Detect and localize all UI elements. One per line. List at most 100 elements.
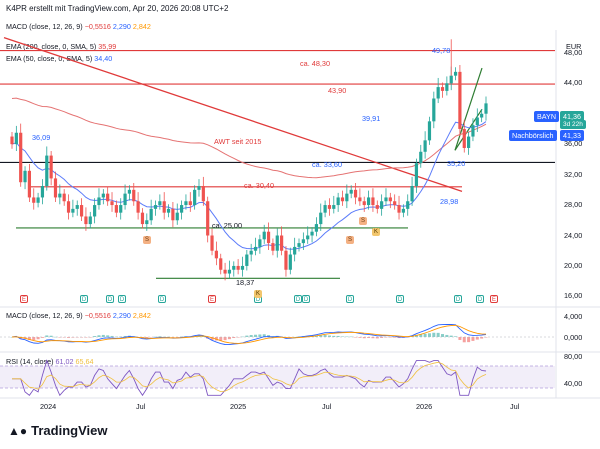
ema200-legend[interactable]: EMA (200, close, 0, SMA, 5) 35,99 bbox=[6, 42, 117, 51]
candle-body[interactable] bbox=[127, 189, 132, 194]
dividend-marker[interactable]: D bbox=[302, 295, 310, 303]
candle-body[interactable] bbox=[467, 136, 471, 148]
split-marker[interactable]: S bbox=[346, 236, 354, 244]
candle-body[interactable] bbox=[106, 193, 110, 202]
candle-body[interactable] bbox=[40, 186, 45, 198]
candle-body[interactable] bbox=[79, 205, 84, 217]
dividend-marker[interactable]: D bbox=[118, 295, 126, 303]
candle-body[interactable] bbox=[319, 212, 323, 225]
candle-body[interactable] bbox=[110, 201, 114, 206]
dividend-marker[interactable]: D bbox=[106, 295, 114, 303]
candle-body[interactable] bbox=[262, 231, 266, 240]
candle-body[interactable] bbox=[132, 189, 136, 202]
candle-body[interactable] bbox=[345, 193, 349, 202]
earnings-marker[interactable]: E bbox=[490, 295, 498, 303]
candle-body[interactable] bbox=[340, 197, 345, 202]
candle-body[interactable] bbox=[145, 220, 149, 225]
candle-body[interactable] bbox=[66, 201, 71, 213]
candle-body[interactable] bbox=[223, 269, 227, 274]
candle-body[interactable] bbox=[480, 113, 484, 118]
candle-body[interactable] bbox=[184, 201, 188, 206]
candle-body[interactable] bbox=[475, 117, 479, 126]
candle-body[interactable] bbox=[232, 265, 236, 270]
candle-body[interactable] bbox=[471, 125, 475, 137]
candle-body[interactable] bbox=[284, 250, 288, 270]
candle-body[interactable] bbox=[301, 239, 305, 244]
candle-body[interactable] bbox=[58, 193, 62, 198]
candle-body[interactable] bbox=[458, 71, 462, 129]
dividend-marker[interactable]: D bbox=[80, 295, 88, 303]
candle-body[interactable] bbox=[388, 197, 392, 202]
candle-body[interactable] bbox=[327, 205, 332, 209]
candle-body[interactable] bbox=[240, 265, 245, 270]
split-marker[interactable]: S bbox=[359, 217, 367, 225]
candle-body[interactable] bbox=[432, 98, 436, 122]
candle-body[interactable] bbox=[149, 208, 153, 221]
candle-body[interactable] bbox=[136, 201, 140, 213]
candle-body[interactable] bbox=[179, 205, 184, 213]
candle-body[interactable] bbox=[214, 250, 218, 259]
candle-body[interactable] bbox=[45, 155, 49, 187]
earnings-marker[interactable]: E bbox=[208, 295, 216, 303]
candle-body[interactable] bbox=[436, 87, 440, 99]
candle-body[interactable] bbox=[175, 212, 179, 221]
candle-body[interactable] bbox=[62, 193, 66, 202]
candle-body[interactable] bbox=[371, 197, 375, 206]
candle-body[interactable] bbox=[23, 170, 27, 183]
candle-body[interactable] bbox=[384, 197, 388, 202]
candle-body[interactable] bbox=[219, 258, 223, 270]
candle-body[interactable] bbox=[188, 201, 192, 206]
candle-body[interactable] bbox=[271, 243, 275, 251]
candle-body[interactable] bbox=[258, 239, 262, 247]
dividend-marker[interactable]: D bbox=[158, 295, 166, 303]
candle-body[interactable] bbox=[210, 235, 214, 251]
channel-upper-line[interactable] bbox=[454, 67, 483, 151]
candle-body[interactable] bbox=[401, 208, 405, 213]
macd-legend-top[interactable]: MACD (close, 12, 26, 9) −0,5516 2,290 2,… bbox=[6, 22, 151, 31]
candle-body[interactable] bbox=[119, 205, 123, 213]
candle-body[interactable] bbox=[14, 132, 18, 145]
candle-body[interactable] bbox=[306, 235, 310, 240]
candle-body[interactable] bbox=[375, 205, 379, 209]
candle-body[interactable] bbox=[84, 216, 88, 225]
candle-body[interactable] bbox=[36, 197, 40, 203]
candle-body[interactable] bbox=[410, 186, 414, 202]
candle-body[interactable] bbox=[166, 208, 171, 213]
candle-body[interactable] bbox=[419, 151, 423, 164]
dividend-marker[interactable]: D bbox=[294, 295, 302, 303]
candle-body[interactable] bbox=[484, 103, 488, 114]
candle-body[interactable] bbox=[193, 189, 197, 206]
candle-body[interactable] bbox=[440, 87, 445, 91]
candle-body[interactable] bbox=[245, 254, 249, 266]
candle-body[interactable] bbox=[393, 201, 397, 206]
candle-body[interactable] bbox=[197, 186, 201, 190]
candle-body[interactable] bbox=[93, 205, 97, 217]
candle-body[interactable] bbox=[171, 208, 175, 221]
macd-pane-legend[interactable]: MACD (close, 12, 26, 9) −0,5516 2,290 2,… bbox=[6, 311, 151, 320]
candle-body[interactable] bbox=[88, 216, 92, 225]
earnings-marker[interactable]: E bbox=[20, 295, 28, 303]
candle-body[interactable] bbox=[114, 205, 118, 213]
candle-body[interactable] bbox=[297, 243, 301, 247]
tradingview-logo[interactable]: ▲● TradingView bbox=[8, 423, 108, 438]
candle-body[interactable] bbox=[366, 197, 371, 206]
candle-body[interactable] bbox=[75, 205, 79, 209]
candle-body[interactable] bbox=[462, 128, 466, 148]
candle-body[interactable] bbox=[49, 155, 53, 179]
dividend-marker[interactable]: D bbox=[476, 295, 484, 303]
split-marker[interactable]: S bbox=[143, 236, 151, 244]
candle-body[interactable] bbox=[249, 250, 253, 255]
candle-body[interactable] bbox=[358, 197, 362, 202]
candle-body[interactable] bbox=[206, 201, 210, 236]
candle-body[interactable] bbox=[362, 201, 366, 206]
candle-body[interactable] bbox=[32, 197, 36, 203]
candle-body[interactable] bbox=[71, 208, 75, 213]
event-marker[interactable]: K bbox=[372, 228, 380, 236]
candle-body[interactable] bbox=[153, 205, 158, 209]
candle-body[interactable] bbox=[19, 132, 23, 183]
candle-body[interactable] bbox=[288, 254, 292, 270]
rsi-pane-legend[interactable]: RSI (14, close) 61,02 65,64 bbox=[6, 357, 94, 366]
ema50-legend[interactable]: EMA (50, close, 0, SMA, 5) 34,40 bbox=[6, 54, 113, 63]
candle-body[interactable] bbox=[332, 205, 336, 209]
